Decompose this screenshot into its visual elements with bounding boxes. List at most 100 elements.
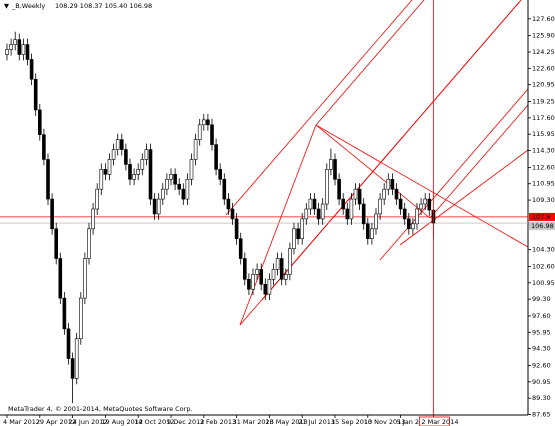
candle-body bbox=[148, 149, 153, 200]
candle-body bbox=[189, 159, 194, 180]
candle-body bbox=[226, 198, 231, 210]
x-tick-label: 14 Oct 2012 bbox=[134, 418, 174, 426]
y-tick-label: 99.30 bbox=[532, 295, 551, 303]
symbol: _B,Weekly bbox=[11, 2, 45, 10]
candle-body bbox=[337, 178, 341, 200]
candle-body bbox=[361, 203, 366, 225]
candle-body bbox=[234, 218, 239, 239]
candle-body bbox=[378, 198, 382, 215]
y-tick-label: 89.30 bbox=[532, 394, 551, 402]
candle-body bbox=[99, 169, 104, 190]
x-tick-label: 21 Jul 2013 bbox=[298, 418, 335, 426]
candle-body bbox=[238, 238, 243, 259]
candle-body bbox=[79, 297, 83, 340]
candle-body bbox=[165, 178, 169, 190]
candle-body bbox=[103, 169, 108, 175]
candle-body bbox=[374, 213, 378, 230]
candle-body bbox=[37, 109, 42, 136]
candle-body bbox=[370, 228, 374, 239]
candle-body bbox=[210, 124, 214, 145]
candle-body bbox=[353, 188, 358, 200]
candle-body bbox=[316, 208, 321, 220]
candle-body bbox=[427, 198, 432, 211]
candle-body bbox=[87, 228, 91, 259]
candle-body bbox=[58, 258, 63, 299]
candle-body bbox=[267, 279, 272, 295]
candle-body bbox=[390, 178, 395, 190]
candle-body bbox=[70, 358, 75, 379]
candle-body bbox=[140, 159, 145, 170]
y-tick-label: 119.25 bbox=[532, 98, 555, 106]
y-tick-label: 127.60 bbox=[532, 15, 555, 23]
footer: MetaTrader 4, © 2001-2014, MetaQuotes So… bbox=[8, 405, 193, 413]
candle-body bbox=[124, 149, 128, 165]
candle-body bbox=[300, 218, 305, 239]
y-tick-label: 120.95 bbox=[532, 81, 555, 89]
y-tick-label: 94.30 bbox=[532, 345, 551, 353]
y-tick-label: 87.65 bbox=[532, 411, 551, 419]
candle-body bbox=[54, 228, 59, 259]
candle-body bbox=[329, 159, 333, 170]
candle-body bbox=[308, 198, 313, 210]
candle-body bbox=[320, 203, 325, 220]
price-label-box bbox=[529, 222, 555, 231]
candle-body bbox=[419, 203, 423, 210]
candle-body bbox=[283, 274, 288, 280]
candle-body bbox=[46, 159, 50, 200]
y-tick-label: 114.30 bbox=[532, 147, 555, 155]
candle-body bbox=[304, 208, 309, 220]
symbol-arrow: ▼ bbox=[4, 2, 9, 10]
candle-body bbox=[411, 223, 415, 230]
candle-body bbox=[288, 248, 292, 275]
candle-body bbox=[398, 198, 403, 210]
candle-body bbox=[271, 269, 276, 280]
candle-body bbox=[365, 223, 370, 239]
candle-body bbox=[349, 198, 354, 220]
y-tick-label: 124.25 bbox=[532, 48, 555, 56]
candle-body bbox=[251, 274, 255, 290]
candle-body bbox=[156, 198, 161, 215]
candle-body bbox=[107, 159, 112, 175]
x-tick-label: 10 Nov 2013 bbox=[364, 418, 406, 426]
candle-body bbox=[222, 178, 227, 200]
candle-body bbox=[202, 119, 206, 126]
pitchfork-line bbox=[429, 104, 529, 219]
candle-body bbox=[50, 198, 54, 230]
candle-body bbox=[214, 144, 218, 170]
candle-body bbox=[95, 188, 99, 210]
y-tick-label: 117.60 bbox=[532, 114, 555, 122]
candle-body bbox=[185, 178, 190, 200]
candle-body bbox=[341, 198, 346, 210]
price-label: 106.98 bbox=[531, 222, 554, 230]
candle-body bbox=[406, 218, 411, 230]
x-tick-label: 19 Aug 2012 bbox=[101, 418, 143, 426]
pitchfork-line bbox=[399, 149, 529, 246]
y-tick-label: 122.60 bbox=[532, 64, 555, 72]
pitchfork-line bbox=[379, 88, 529, 261]
candle-body bbox=[357, 188, 362, 205]
candle-body bbox=[91, 208, 95, 230]
candle-body bbox=[144, 149, 149, 160]
candle-body bbox=[292, 228, 296, 249]
candle-body bbox=[206, 119, 210, 126]
y-tick-label: 95.95 bbox=[532, 328, 551, 336]
y-tick-label: 110.95 bbox=[532, 180, 555, 188]
y-tick-label: 125.90 bbox=[532, 32, 555, 40]
candle-body bbox=[193, 139, 198, 160]
candle-body bbox=[120, 139, 124, 150]
candle-body bbox=[152, 198, 157, 215]
y-tick-label: 100.95 bbox=[532, 279, 555, 287]
candle-body bbox=[132, 174, 136, 180]
candle-body bbox=[62, 297, 67, 330]
pitchfork-line bbox=[315, 124, 431, 219]
y-tick-label: 90.95 bbox=[532, 378, 551, 386]
candle-body bbox=[83, 258, 87, 299]
candle-body bbox=[42, 134, 46, 160]
candle-body bbox=[115, 139, 120, 150]
candle-body bbox=[218, 169, 222, 180]
candle-body bbox=[181, 188, 186, 200]
candle-body bbox=[243, 258, 247, 280]
x-tick-label: 24 Jun 2012 bbox=[69, 418, 108, 426]
